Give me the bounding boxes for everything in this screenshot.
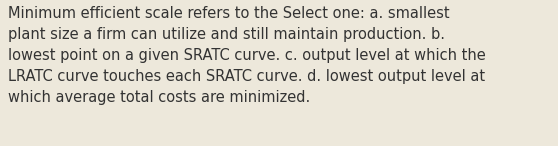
Text: Minimum efficient scale refers to the Select one: a. smallest
plant size a firm : Minimum efficient scale refers to the Se…	[8, 6, 486, 105]
